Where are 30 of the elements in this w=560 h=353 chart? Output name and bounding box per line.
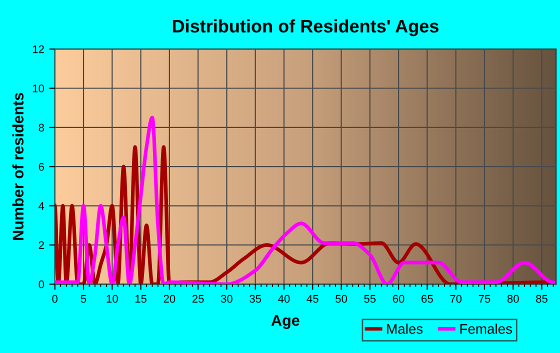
x-axis-title: Age [271,315,300,329]
x-tick-label: 5 [80,294,86,303]
y-tick-label: 0 [38,280,44,288]
x-tick-label: 75 [478,294,490,303]
y-tick-label: 2 [38,241,44,250]
x-tick-label: 15 [135,294,147,303]
y-tick-label: 8 [38,124,44,132]
x-tick-label: 45 [306,294,318,303]
x-tick-label: 65 [422,294,433,303]
chart-title: Distribution of Residents' Ages [172,19,438,36]
x-tick-label: 20 [164,294,176,303]
y-tick-label: 10 [32,84,44,92]
y-tick-label: 4 [38,202,44,210]
x-tick-label: 50 [336,294,348,303]
x-tick-label: 30 [220,294,232,303]
y-axis-title: Number of residents [12,92,24,240]
x-tick-label: 80 [507,294,519,303]
y-tick-label: 6 [38,162,44,171]
x-tick-label: 40 [278,294,290,303]
x-tick-label: 55 [364,294,376,303]
x-tick-label: 35 [250,294,262,303]
y-tick-label: 12 [32,45,44,54]
x-tick-label: 25 [192,294,204,303]
x-tick-label: 10 [106,294,118,303]
x-tick-label: 60 [392,294,404,303]
x-tick-label: 85 [536,294,548,303]
legend-label: Females [460,324,512,334]
x-tick-label: 0 [52,294,58,303]
x-tick-label: 70 [450,294,462,303]
legend-label: Males [387,324,423,334]
